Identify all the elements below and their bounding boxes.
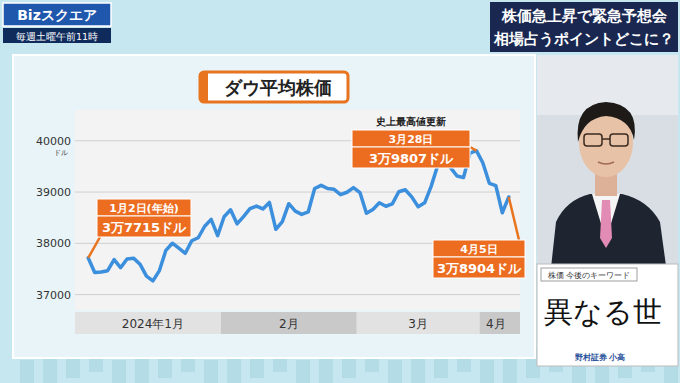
- tie: [600, 200, 612, 248]
- speaker: 野村証券 小高: [575, 352, 626, 362]
- annotation-box: [97, 199, 191, 216]
- glasses-bridge: [602, 138, 610, 140]
- annotation-connector: [470, 147, 476, 151]
- handwriting: 異なる世: [544, 295, 662, 329]
- annotation-box: [433, 240, 525, 257]
- annotation-box: [352, 147, 470, 168]
- bg-pattern: [296, 360, 310, 383]
- annotation-connector: [509, 197, 519, 240]
- caption-label: 株価 今後のキーワード: [547, 271, 630, 280]
- logo-box: [3, 3, 111, 26]
- grid-line: [75, 192, 520, 193]
- title-box: [200, 72, 348, 102]
- annotation-note: 史上最高値更新: [375, 116, 446, 127]
- annotation-box: [352, 130, 470, 147]
- x-tick-label: 2月: [279, 317, 299, 331]
- x-tick-label: 4月: [486, 317, 506, 331]
- schedule: 毎週土曜午前11時: [16, 31, 98, 42]
- headline: 相場占うポイントどこに？: [493, 30, 674, 48]
- title-accent: [200, 72, 208, 102]
- bg-pattern: [480, 360, 494, 383]
- annotation-box: [97, 216, 191, 237]
- headline: 株価急上昇で緊急予想会: [501, 7, 668, 25]
- y-tick-label: 37000: [36, 289, 71, 302]
- y-tick-label: 38000: [36, 237, 71, 250]
- bg-pattern: [20, 360, 34, 383]
- month-band: [480, 312, 520, 334]
- plot-area: [75, 110, 520, 310]
- annotation-text: 3万9807ドル: [369, 151, 454, 166]
- annotation-text: 3万8904ドル: [437, 261, 522, 276]
- annotation-text: 4月5日: [460, 243, 497, 256]
- glasses: [584, 134, 602, 146]
- month-band: [357, 312, 480, 334]
- headline-box: [490, 2, 678, 52]
- chart-title: ダウ平均株価: [224, 77, 332, 98]
- x-tick-label: 3月: [408, 317, 428, 331]
- caption-label-box: [541, 268, 637, 281]
- annotation-connector: [88, 237, 100, 258]
- y-axis-label: ドル: [54, 149, 68, 157]
- schedule-box: [3, 28, 111, 43]
- hair: [578, 102, 635, 142]
- logo: Bizスクエア: [17, 7, 97, 23]
- y-tick-label: 40000: [36, 135, 71, 148]
- grid-line: [75, 294, 520, 295]
- annotation-text: 3万7715ドル: [102, 220, 187, 235]
- bg-pattern: [204, 360, 218, 383]
- studio-bg: [537, 55, 678, 295]
- annotation-text: 3月28日: [389, 133, 434, 146]
- bg-pattern: [388, 360, 402, 383]
- stage: Bizスクエア毎週土曜午前11時 株価急上昇で緊急予想会相場占うポイントどこに？ ダ…: [0, 0, 680, 383]
- background: [0, 0, 680, 383]
- month-band: [221, 312, 357, 334]
- bg-pattern: [112, 360, 126, 383]
- chart-panel: [13, 55, 535, 358]
- caption-card: [537, 264, 678, 366]
- y-tick-label: 39000: [36, 186, 71, 199]
- mouth: [598, 162, 614, 164]
- month-band: [75, 312, 221, 334]
- annotation-box: [433, 257, 525, 278]
- x-tick-label: 2024年1月: [122, 317, 184, 331]
- glasses: [610, 134, 628, 146]
- annotation-text: 1月2日(年始): [109, 202, 178, 215]
